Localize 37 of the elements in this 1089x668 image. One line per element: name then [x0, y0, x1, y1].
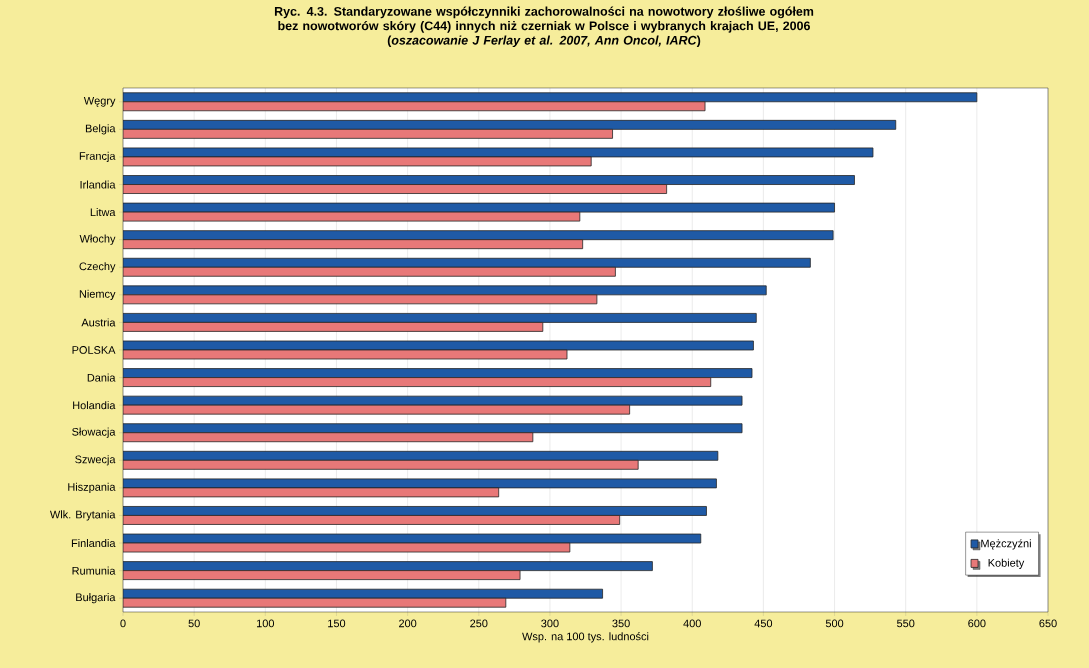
y-tick-label: Szwecja: [75, 455, 116, 466]
x-tick-label: 100: [257, 619, 275, 628]
y-tick-label: Czechy: [79, 262, 116, 273]
x-tick-label: 650: [1039, 619, 1057, 628]
y-tick-label: Słowacja: [72, 427, 116, 438]
y-tick-label: Francja: [79, 151, 116, 163]
y-tick-label: Irlandia: [80, 180, 116, 189]
y-tick-label: Węgry: [83, 96, 116, 107]
y-tick-label: Niemcy: [79, 289, 116, 300]
x-tick-label: 300: [541, 619, 559, 628]
y-tick-label: Finlandia: [71, 539, 116, 548]
legend-label: Kobiety: [988, 558, 1025, 569]
x-tick-label: 350: [612, 619, 630, 628]
x-tick-label: 400: [683, 619, 701, 628]
y-tick-label: Litwa: [90, 208, 116, 217]
x-tick-label: 50: [188, 619, 200, 628]
x-tick-label: 600: [968, 619, 986, 628]
y-tick-label: Włochy: [79, 234, 116, 245]
y-tick-label: Wlk. Brytania: [49, 510, 116, 521]
chart-subtitle: (oszacowanie J Ferlay et al. 2007, Ann Oncol, IARC): [387, 35, 701, 48]
y-tick-label: Austria: [81, 318, 116, 327]
legend-label: Mężczyźni: [981, 539, 1031, 550]
x-tick-label: 450: [754, 619, 773, 628]
y-tick-label: Dania: [87, 373, 116, 382]
y-tick-label: Belgia: [85, 124, 116, 135]
x-tick-label: 250: [470, 619, 488, 628]
x-axis-title: Wsp. na 100 tys. ludności: [522, 632, 649, 643]
x-tick-label: 150: [328, 619, 346, 628]
x-tick-label: 500: [825, 619, 844, 628]
x-tick-label: 0: [120, 619, 126, 628]
x-tick-label: 200: [399, 619, 417, 628]
y-tick-label: Bułgaria: [76, 593, 116, 604]
y-tick-label: Hiszpania: [68, 482, 116, 493]
y-tick-label: Holandia: [73, 401, 116, 410]
x-tick-label: 550: [897, 619, 915, 628]
y-tick-label: Rumunia: [72, 566, 116, 575]
y-tick-label: POLSKA: [72, 346, 116, 354]
